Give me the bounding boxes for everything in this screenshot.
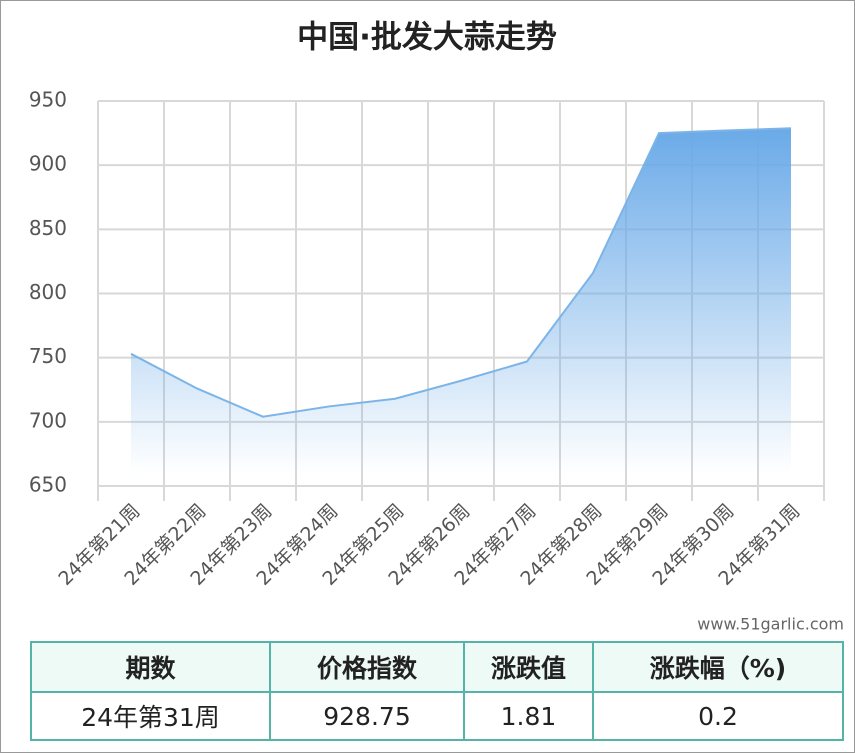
cell: 1.81 (463, 691, 594, 741)
cell: 24年第31周 (30, 691, 271, 741)
header-cell: 期数 (30, 641, 271, 693)
y-tick-label: 950 (29, 88, 67, 112)
data-row: 24年第31周 928.75 1.81 0.2 (30, 691, 844, 741)
y-tick-label: 650 (29, 473, 67, 497)
watermark: www.51garlic.com (697, 615, 844, 634)
summary-table: 期数 价格指数 涨跌值 涨跌幅（%) 24年第31周 928.75 1.81 0… (30, 641, 844, 741)
cell: 928.75 (269, 691, 465, 741)
line (130, 127, 792, 418)
y-tick-label: 800 (29, 280, 67, 304)
y-tick-label: 900 (29, 152, 67, 176)
y-tick-label: 850 (29, 216, 67, 240)
header-row: 期数 价格指数 涨跌值 涨跌幅（%) (30, 641, 844, 693)
chart: 中国·批发大蒜走势 www.51garlic.com 650 700 750 800 8… (29, 20, 844, 634)
header-cell: 涨跌幅（%) (592, 641, 844, 693)
y-tick-label: 750 (29, 344, 67, 368)
cell: 0.2 (592, 691, 844, 741)
header-cell: 涨跌值 (463, 641, 594, 693)
chart-title: 中国·批发大蒜走势 (297, 20, 557, 56)
y-tick-label: 700 (29, 408, 67, 432)
area (131, 128, 791, 474)
header-cell: 价格指数 (269, 641, 465, 693)
